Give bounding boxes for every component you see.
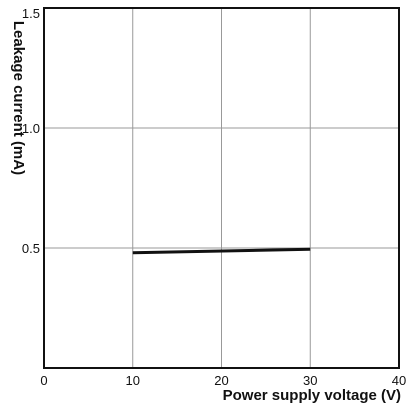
x-tick-label: 30: [303, 373, 317, 388]
y-tick-label: 1.5: [22, 6, 40, 21]
x-tick-label: 40: [392, 373, 406, 388]
plot-frame: [43, 7, 400, 369]
y-tick-label: 0.5: [22, 241, 40, 256]
y-axis-label: Leakage current (mA): [10, 21, 27, 175]
x-axis-label: Power supply voltage (V): [223, 387, 401, 404]
x-tick-labels: 0 10 20 30 40: [40, 373, 406, 388]
y-tick-labels: 0.5 1.0 1.5: [22, 6, 40, 256]
y-tick-label: 1.0: [22, 121, 40, 136]
series-group: [132, 247, 311, 255]
x-tick-label: 0: [40, 373, 47, 388]
series-line-0: [132, 247, 311, 255]
x-tick-label: 20: [214, 373, 228, 388]
x-tick-label: 10: [126, 373, 140, 388]
grid-lines: [44, 8, 399, 368]
